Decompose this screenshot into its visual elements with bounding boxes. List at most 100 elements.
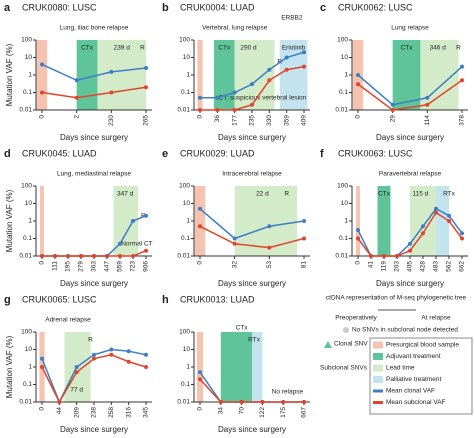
data-point bbox=[356, 228, 360, 233]
panel-letter: c bbox=[320, 2, 326, 14]
x-tick-label: 53 bbox=[266, 261, 273, 269]
x-tick-label: 0 bbox=[39, 115, 46, 119]
data-point bbox=[281, 400, 286, 404]
annotation: RTx bbox=[443, 191, 456, 198]
treatment-band bbox=[356, 186, 360, 256]
data-point bbox=[74, 95, 79, 100]
y-tick-label: 100 bbox=[21, 183, 32, 190]
data-point bbox=[390, 108, 395, 112]
x-tick-label: 316 bbox=[125, 407, 132, 418]
treatment-band bbox=[40, 186, 44, 256]
panel-letter: a bbox=[4, 2, 11, 14]
data-point bbox=[144, 85, 148, 90]
data-point bbox=[267, 224, 272, 229]
data-point bbox=[144, 365, 148, 369]
data-point bbox=[92, 356, 96, 361]
x-tick-label: 203 bbox=[394, 261, 401, 272]
x-tick-label: 114 bbox=[424, 115, 431, 126]
data-point bbox=[118, 254, 122, 258]
data-point bbox=[425, 95, 430, 100]
data-point bbox=[198, 370, 202, 375]
annotation: CTx bbox=[236, 325, 249, 332]
data-point bbox=[198, 206, 202, 211]
x-tick-label: 2 bbox=[73, 115, 80, 119]
annotation: 290 d bbox=[240, 45, 257, 52]
x-tick-label: 0 bbox=[355, 115, 362, 119]
data-point bbox=[144, 66, 148, 71]
y-tick-label: 1 bbox=[344, 72, 348, 79]
x-axis-label: Days since surgery bbox=[218, 425, 286, 434]
data-point bbox=[109, 347, 114, 352]
data-point bbox=[356, 73, 360, 77]
x-tick-label: 36 bbox=[214, 115, 221, 123]
data-point bbox=[198, 108, 202, 112]
data-point bbox=[382, 254, 386, 258]
data-point bbox=[302, 219, 306, 223]
y-tick-label: 0.1 bbox=[23, 235, 32, 242]
y-tick-label: 0.1 bbox=[23, 89, 32, 96]
x-tick-label: 559 bbox=[117, 261, 124, 272]
x-tick-label: 32 bbox=[231, 261, 238, 269]
x-axis-label: Days since surgery bbox=[60, 279, 128, 288]
data-point bbox=[40, 356, 44, 361]
x-tick-label: 0 bbox=[197, 261, 204, 265]
panel-title: CRUK0065: LUSC bbox=[22, 294, 97, 304]
x-tick-label: 723 bbox=[130, 261, 137, 272]
x-tick-label: 562 bbox=[446, 261, 453, 272]
y-tick-label: 1 bbox=[344, 218, 348, 225]
legend-box bbox=[369, 337, 473, 415]
data-point bbox=[447, 219, 451, 223]
panel-title: CRUK0004: LUAD bbox=[180, 2, 255, 12]
y-tick-label: 1 bbox=[28, 364, 32, 371]
data-point bbox=[260, 400, 265, 404]
data-point bbox=[434, 210, 438, 215]
y-tick-label: 0.01 bbox=[19, 399, 32, 406]
legend-swatch bbox=[373, 364, 383, 372]
x-tick-label: 0 bbox=[39, 261, 46, 265]
annotation: Erlotinib bbox=[282, 45, 306, 52]
x-tick-label: 119 bbox=[381, 261, 388, 272]
series-line bbox=[199, 225, 305, 249]
data-point bbox=[218, 400, 223, 404]
x-tick-label: 111 bbox=[52, 261, 59, 271]
y-tick-label: 100 bbox=[21, 329, 32, 336]
y-tick-label: 0.01 bbox=[19, 253, 32, 260]
legend-label: Presurgical blood sample bbox=[386, 342, 459, 349]
panel-title: CRUK0045: LUAD bbox=[22, 148, 97, 158]
data-point bbox=[126, 349, 131, 354]
series-line bbox=[41, 86, 147, 99]
data-point bbox=[215, 95, 220, 100]
x-tick-label: 44 bbox=[56, 407, 63, 415]
y-tick-label: 10 bbox=[25, 54, 33, 61]
y-axis-label: Mutation VAF (%) bbox=[5, 189, 14, 252]
data-point bbox=[408, 241, 412, 246]
y-tick-label: 1 bbox=[28, 72, 32, 79]
panel-title: CRUK0063: LUSC bbox=[338, 148, 413, 158]
panel-title: CRUK0062: LUSC bbox=[338, 2, 413, 12]
panel-letter: d bbox=[4, 148, 11, 160]
annotation: No relapse bbox=[272, 389, 304, 396]
y-tick-label: 10 bbox=[25, 346, 33, 353]
data-point bbox=[250, 82, 254, 87]
data-point bbox=[92, 254, 96, 258]
data-point bbox=[131, 254, 135, 258]
annotation: ERBB2 bbox=[281, 15, 303, 22]
annotation: 347 d bbox=[117, 191, 134, 198]
treatment-band bbox=[197, 40, 203, 110]
data-point bbox=[40, 62, 44, 67]
data-point bbox=[118, 241, 122, 246]
treatment-band bbox=[392, 40, 421, 110]
treatment-band bbox=[436, 186, 449, 256]
panel-letter: h bbox=[162, 294, 169, 306]
data-point bbox=[460, 64, 464, 69]
x-axis-label: Days since surgery bbox=[60, 425, 128, 434]
annotation: Adrenal relapse bbox=[45, 317, 91, 324]
data-point bbox=[40, 90, 44, 95]
y-tick-label: 0.1 bbox=[339, 235, 348, 242]
x-tick-label: 359 bbox=[283, 115, 290, 126]
legend-label: Mean clonal VAF bbox=[386, 388, 435, 395]
data-point bbox=[79, 254, 83, 258]
x-tick-label: 0 bbox=[197, 407, 204, 411]
data-point bbox=[434, 206, 438, 211]
